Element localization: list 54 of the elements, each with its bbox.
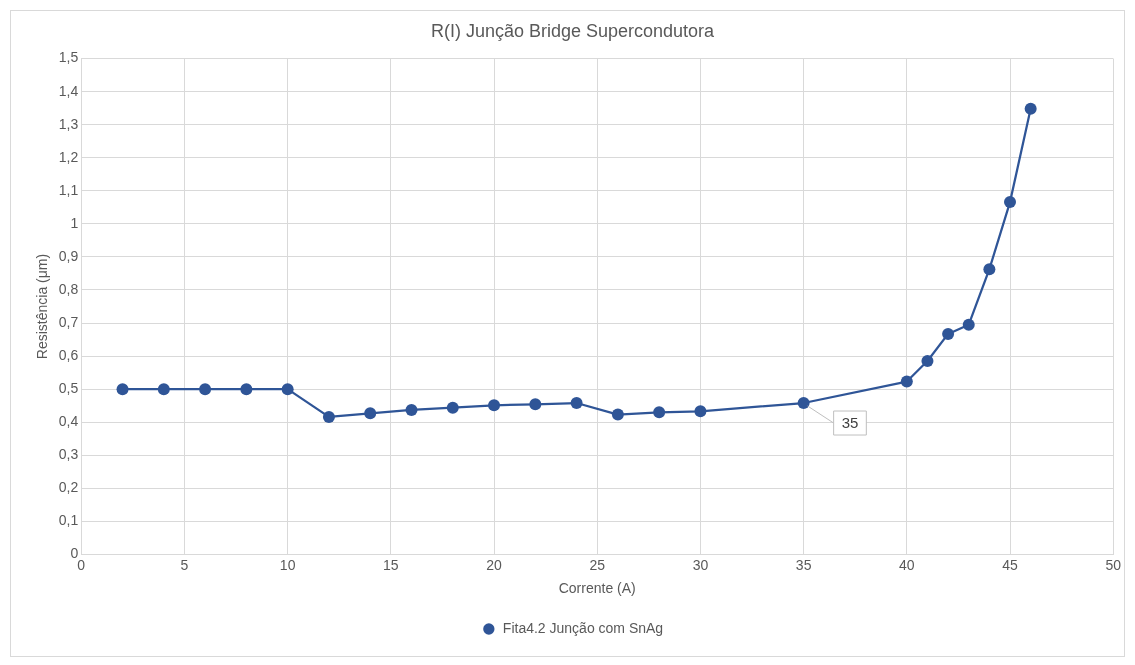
point xyxy=(1004,196,1017,209)
y-axis-title: Resistência (μm) xyxy=(34,253,51,360)
point xyxy=(488,399,501,412)
x-axis-title: Corrente (A) xyxy=(558,580,636,597)
y-tick-label: 0,6 xyxy=(58,346,79,363)
point xyxy=(797,397,810,410)
point xyxy=(322,410,335,423)
point xyxy=(240,383,253,396)
point xyxy=(1024,102,1037,115)
point xyxy=(529,398,542,411)
x-tick-label: 25 xyxy=(589,556,606,573)
point xyxy=(900,375,913,388)
point xyxy=(157,383,170,396)
point xyxy=(611,408,624,421)
x-tick-label: 35 xyxy=(795,556,812,573)
point xyxy=(199,383,212,396)
y-tick-label: 0,4 xyxy=(58,413,79,430)
y-tick-label: 0 xyxy=(70,545,79,562)
point xyxy=(364,407,377,420)
point xyxy=(653,406,666,419)
y-tick-label: 1,1 xyxy=(58,181,79,198)
point xyxy=(570,397,583,410)
x-tick-label: 15 xyxy=(383,556,399,573)
y-tick-label: 0,5 xyxy=(58,379,79,396)
y-tick-label: 1,2 xyxy=(58,148,79,165)
chart-title: R(I) Junção Bridge Supercondutora xyxy=(430,20,716,41)
y-tick-label: 1,3 xyxy=(58,115,79,132)
x-tick-label: 10 xyxy=(279,556,296,573)
point xyxy=(962,318,975,331)
y-tick-label: 0,7 xyxy=(58,313,79,330)
point xyxy=(921,355,934,368)
point xyxy=(694,405,707,418)
y-tick-label: 1,4 xyxy=(58,82,79,99)
legend-label: Fita4.2 Junção com SnAg xyxy=(502,619,664,636)
y-tick-label: 1 xyxy=(70,214,79,231)
point xyxy=(446,401,459,414)
point xyxy=(281,383,294,396)
x-tick-label: 40 xyxy=(899,556,915,573)
y-tick-label: 0,8 xyxy=(58,280,79,297)
x-tick-label: 50 xyxy=(1105,556,1122,573)
y-tick-label: 0,1 xyxy=(58,512,79,529)
x-tick-label: 30 xyxy=(692,556,709,573)
x-tick-label: 5 xyxy=(180,556,189,573)
point xyxy=(405,403,418,416)
point xyxy=(116,383,129,396)
point xyxy=(942,327,955,340)
y-tick-label: 0,9 xyxy=(58,247,79,264)
x-tick-label: 20 xyxy=(486,556,503,573)
y-tick-label: 0,3 xyxy=(58,446,79,463)
y-tick-label: 1,5 xyxy=(58,49,79,66)
x-tick-label: 45 xyxy=(1002,556,1019,573)
y-tick-label: 0,2 xyxy=(58,479,79,496)
point xyxy=(983,263,996,276)
annotation: 35 xyxy=(841,414,859,432)
